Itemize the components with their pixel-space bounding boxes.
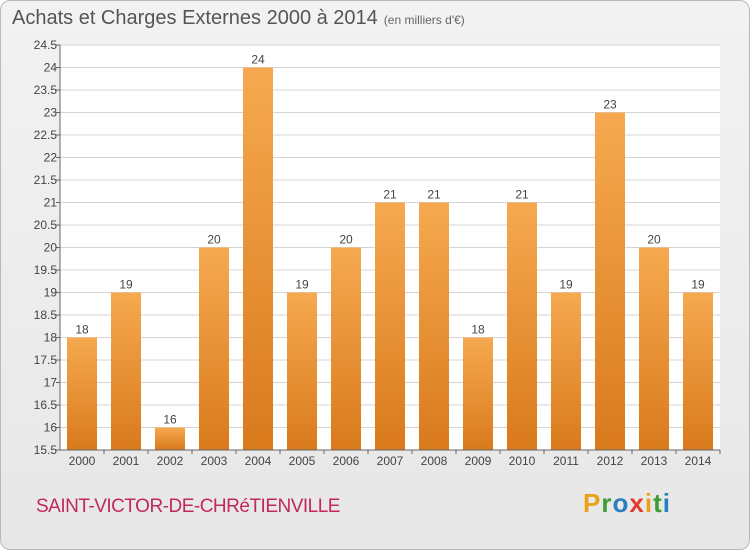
logo-letter: t (653, 488, 663, 518)
bar (639, 247, 669, 450)
data-label: 18 (471, 323, 485, 337)
bar (419, 202, 449, 450)
y-tick-label: 23.5 (34, 83, 58, 97)
data-label: 19 (691, 278, 705, 292)
x-tick-label: 2007 (377, 454, 404, 468)
y-tick-label: 18 (44, 331, 58, 345)
x-tick-label: 2000 (69, 454, 96, 468)
data-label: 24 (251, 53, 265, 67)
commune-name: SAINT-VICTOR-DE-CHRéTIENVILLE (36, 496, 340, 517)
bar (595, 112, 625, 450)
y-tick-label: 20 (44, 241, 58, 255)
x-tick-label: 2013 (641, 454, 668, 468)
bar (507, 202, 537, 450)
x-tick-label: 2009 (465, 454, 492, 468)
logo-letter: i (644, 488, 654, 518)
x-tick-label: 2001 (113, 454, 140, 468)
data-label: 20 (207, 233, 221, 247)
y-tick-label: 23 (44, 106, 58, 120)
bar (683, 292, 713, 450)
bar (463, 337, 493, 450)
data-label: 19 (559, 278, 573, 292)
logo-letter: r (601, 488, 613, 518)
x-tick-label: 2004 (245, 454, 272, 468)
bar (67, 337, 97, 450)
data-label: 19 (295, 278, 309, 292)
logo-letter: i (662, 488, 671, 518)
data-label: 21 (383, 188, 397, 202)
y-tick-label: 22 (44, 151, 58, 165)
bar (243, 67, 273, 450)
chart-unit: (en milliers d'€) (383, 13, 465, 27)
bar (111, 292, 141, 450)
x-tick-label: 2003 (201, 454, 228, 468)
data-label: 23 (603, 98, 617, 112)
data-label: 19 (119, 278, 133, 292)
x-tick-label: 2011 (553, 454, 579, 468)
y-tick-label: 21 (44, 196, 58, 210)
data-label: 20 (339, 233, 353, 247)
bar (331, 247, 361, 450)
y-tick-label: 19 (44, 286, 58, 300)
chart-title: Achats et Charges Externes 2000 à 2014 (e… (12, 7, 465, 30)
x-tick-label: 2006 (333, 454, 360, 468)
bar (375, 202, 405, 450)
y-tick-label: 17 (44, 376, 58, 390)
x-tick-label: 2014 (685, 454, 712, 468)
data-label: 18 (75, 323, 89, 337)
y-tick-label: 18.5 (34, 308, 58, 322)
y-tick-label: 24.5 (34, 38, 58, 52)
bar (199, 247, 229, 450)
y-tick-label: 19.5 (34, 263, 58, 277)
y-tick-label: 21.5 (34, 173, 58, 187)
logo-letter: P (583, 488, 602, 518)
bar (551, 292, 581, 450)
data-label: 20 (647, 233, 661, 247)
x-tick-label: 2005 (289, 454, 316, 468)
data-label: 21 (427, 188, 441, 202)
logo-letter: x (629, 488, 645, 518)
proxiti-logo: Proxiti (583, 488, 671, 519)
logo-letter: o (612, 488, 630, 518)
y-tick-label: 16 (44, 421, 58, 435)
y-tick-label: 17.5 (34, 353, 58, 367)
chart-title-text: Achats et Charges Externes 2000 à 2014 (12, 7, 378, 29)
bar (287, 292, 317, 450)
x-tick-label: 2008 (421, 454, 448, 468)
data-label: 21 (515, 188, 529, 202)
bar (155, 427, 185, 450)
y-tick-label: 22.5 (34, 128, 58, 142)
y-tick-label: 16.5 (34, 398, 58, 412)
x-tick-label: 2002 (157, 454, 184, 468)
data-label: 16 (163, 413, 177, 427)
x-tick-label: 2012 (597, 454, 624, 468)
x-tick-label: 2010 (509, 454, 536, 468)
y-tick-label: 24 (44, 61, 58, 75)
y-tick-label: 20.5 (34, 218, 58, 232)
y-tick-label: 15.5 (34, 443, 58, 457)
